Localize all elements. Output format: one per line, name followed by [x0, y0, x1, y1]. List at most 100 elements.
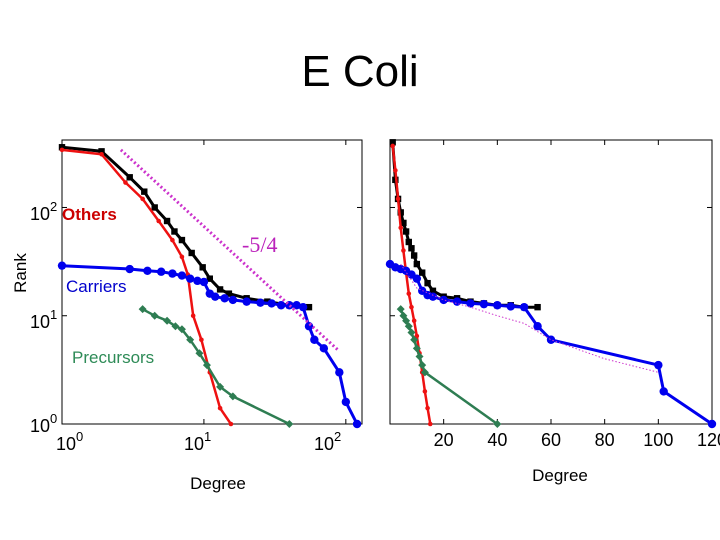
loglog-panel: Rank Degree 102 101 100 100 101 102	[11, 139, 363, 493]
semilog-carriers-point	[493, 301, 502, 310]
semilog-xtick-label: 60	[541, 430, 561, 450]
semilog-series-others-line	[391, 142, 538, 309]
ytick-label-1: 100	[30, 411, 57, 436]
loglog-others-point	[216, 286, 224, 293]
semilog-others-point	[429, 287, 437, 294]
semilog-precursors-point	[402, 316, 411, 325]
semilog-red-point	[395, 196, 401, 202]
label-others: Others	[62, 205, 117, 224]
semilog-xtick-label: 100	[643, 430, 673, 450]
loglog-others-point	[163, 217, 171, 225]
semilog-xlabel: Degree	[532, 466, 588, 485]
loglog-precursors-point	[150, 311, 159, 320]
xtick-label-10: 101	[184, 429, 211, 454]
semilog-carriers-point	[428, 292, 438, 301]
semilog-precursors-point	[404, 322, 413, 331]
semilog-others-point	[413, 260, 421, 268]
semilog-others-point	[405, 238, 412, 246]
loglog-carriers-point	[156, 267, 166, 276]
loglog-precursors-point	[186, 335, 195, 344]
loglog-carriers-point	[276, 301, 286, 310]
semilog-others-point	[424, 279, 431, 287]
loglog-series-fit-line	[119, 148, 341, 353]
loglog-others-point	[141, 188, 148, 195]
loglog-carriers-point	[285, 301, 294, 310]
semilog-red-point	[409, 304, 414, 310]
semilog-red-point	[390, 143, 395, 149]
semilog-red-point	[414, 333, 420, 339]
loglog-carriers-point	[199, 277, 209, 287]
loglog-axes-frame	[61, 139, 363, 425]
loglog-others-point	[151, 204, 158, 211]
semilog-others-point	[410, 252, 418, 259]
semilog-red-point	[422, 389, 428, 394]
loglog-red-point	[123, 180, 128, 185]
loglog-carriers-point	[125, 264, 134, 274]
semilog-red-point	[425, 405, 430, 411]
loglog-carriers-point	[220, 294, 229, 303]
loglog-ylabel: Rank	[11, 253, 30, 293]
semilog-xtick-label: 80	[595, 430, 615, 450]
loglog-others-point	[225, 290, 233, 297]
loglog-others-point	[58, 144, 66, 151]
semilog-carriers-point	[654, 360, 663, 370]
loglog-red-point	[99, 151, 104, 157]
loglog-carriers-point	[292, 301, 301, 310]
ytick-label-10: 101	[30, 307, 57, 332]
loglog-precursors-point	[228, 392, 237, 401]
loglog-precursors-point	[285, 420, 294, 428]
semilog-others-point	[400, 219, 407, 227]
loglog-carriers-point	[193, 276, 202, 286]
semilog-tick-marks	[390, 140, 713, 425]
loglog-carriers-point	[298, 302, 308, 312]
semilog-precursors-point	[493, 420, 502, 428]
slope-annotation: -5/4	[242, 232, 277, 257]
loglog-precursors-point	[195, 349, 204, 358]
semilog-precursors-point	[415, 352, 424, 361]
loglog-red-point	[170, 237, 175, 243]
loglog-others-point	[178, 236, 186, 244]
loglog-tick-marks	[61, 140, 362, 425]
loglog-red-point	[140, 196, 145, 202]
loglog-red-point	[199, 337, 204, 343]
loglog-carriers-point	[210, 292, 220, 301]
loglog-red-point	[156, 218, 161, 224]
loglog-others-point	[98, 148, 105, 155]
semilog-others-point	[389, 139, 396, 146]
loglog-red-point	[179, 254, 185, 260]
loglog-red-point	[228, 421, 234, 427]
semilog-red-point	[427, 421, 433, 427]
xtick-label-1: 100	[56, 429, 83, 454]
loglog-precursors-point	[138, 305, 147, 314]
loglog-others-point	[171, 228, 178, 235]
semilog-carriers-point	[659, 387, 668, 396]
loglog-carriers-point	[310, 335, 319, 344]
loglog-carriers-point	[228, 295, 238, 305]
loglog-others-point	[199, 264, 206, 271]
semilog-others-point	[419, 269, 426, 276]
loglog-others-point	[206, 275, 213, 282]
semilog-xtick-label: 40	[487, 430, 507, 450]
loglog-series-precursors-line	[142, 308, 290, 426]
loglog-precursors-point	[202, 361, 211, 370]
semilog-carriers-point	[506, 302, 515, 311]
semilog-precursors-point	[396, 305, 405, 314]
loglog-xlabel: Degree	[190, 474, 246, 493]
semilog-precursors-point	[407, 328, 416, 337]
semilog-carriers-point	[533, 322, 542, 331]
loglog-carriers-point	[319, 344, 329, 353]
loglog-others-point	[264, 298, 271, 305]
semilog-others-point	[397, 209, 404, 216]
semilog-carriers-point	[466, 299, 475, 308]
loglog-carriers-point	[267, 299, 276, 308]
loglog-carriers-point	[177, 271, 187, 280]
loglog-carriers-point	[168, 269, 177, 278]
semilog-carriers-point	[546, 335, 556, 344]
semilog-precursors-point	[412, 344, 421, 353]
semilog-carriers-point	[452, 297, 462, 306]
loglog-carriers-point	[242, 297, 251, 306]
loglog-carriers-point	[143, 266, 152, 276]
semilog-xtick-label: 20	[434, 430, 454, 450]
